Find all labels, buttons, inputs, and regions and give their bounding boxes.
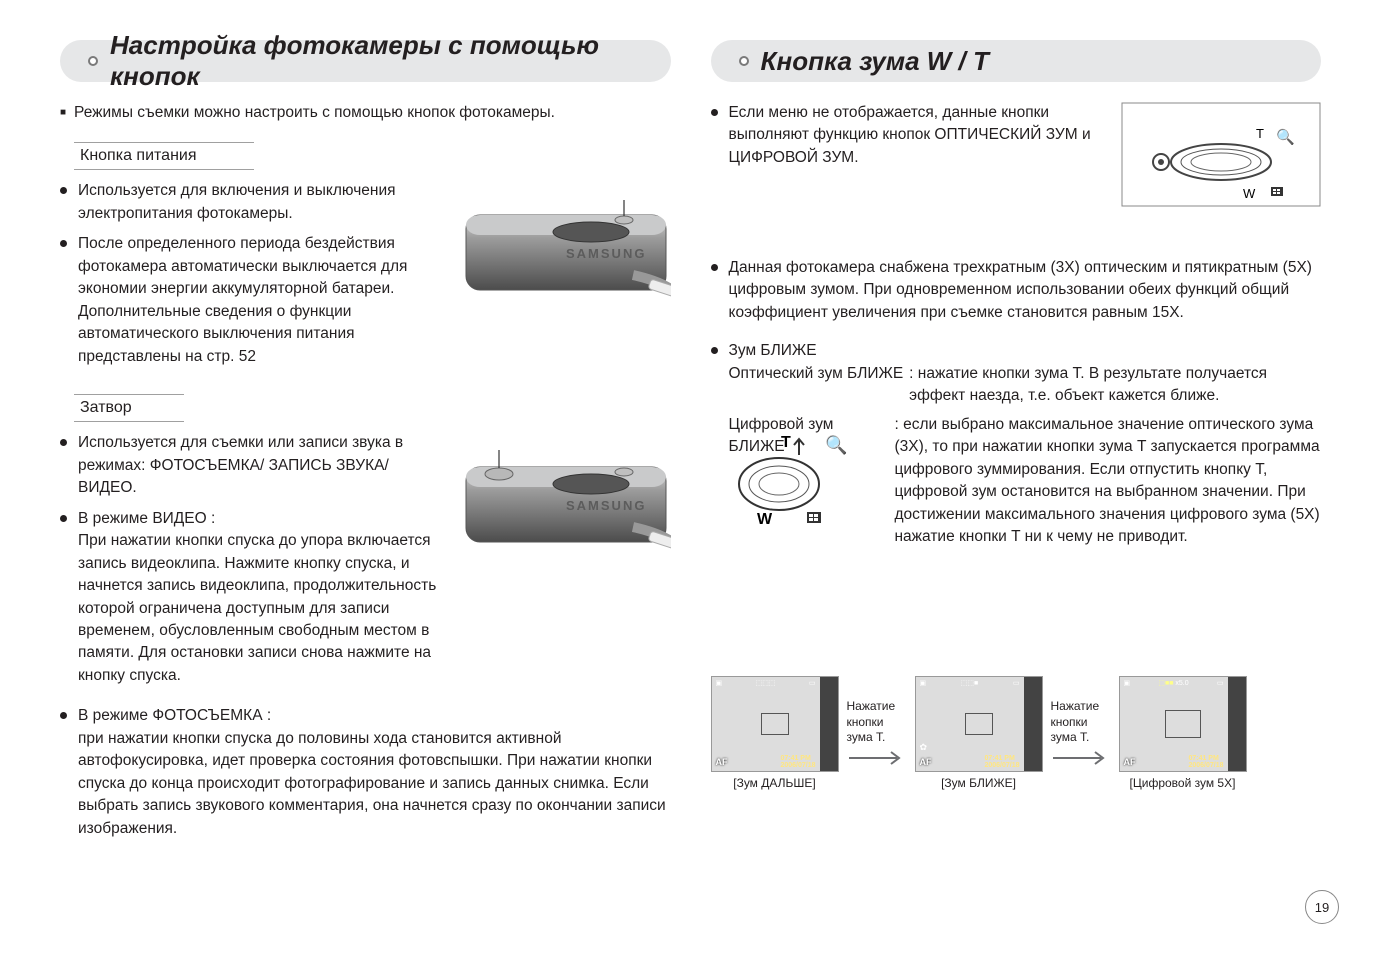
shutter-b2-label: В режиме ВИДЕО : bbox=[60, 508, 445, 530]
cap2: [Зум БЛИЖЕ] bbox=[941, 776, 1016, 790]
header-dot-icon bbox=[88, 56, 98, 66]
zoom-thumb-tele: ▣⬚⬚■▭ AF 07:41 PM2006/07/18 ✿ bbox=[915, 676, 1043, 772]
cap3: [Цифровой зум 5X] bbox=[1130, 776, 1236, 790]
svg-text:W: W bbox=[1243, 186, 1256, 201]
right-section-header: Кнопка зума W / T bbox=[711, 40, 1322, 82]
right-intro: Если меню не отображается, данные кнопки… bbox=[711, 102, 1102, 169]
power-heading: Кнопка питания bbox=[74, 142, 254, 170]
power-b1: Используется для включения и выключения … bbox=[60, 180, 445, 225]
shutter-b2-body: При нажатии кнопки спуска до упора включ… bbox=[60, 530, 445, 687]
optical-closer-row: Оптический зум БЛИЖЕ : нажатие кнопки зу… bbox=[711, 363, 1322, 408]
zoom-thumb-wide: ▣⬚⬚⬚▭ AF 07:41 PM2006/07/18 bbox=[711, 676, 839, 772]
svg-text:🔍: 🔍 bbox=[1276, 127, 1295, 146]
cap1: [Зум ДАЛЬШЕ] bbox=[733, 776, 816, 790]
shutter-b3-label: В режиме ФОТОСЪЕМКА : bbox=[60, 705, 671, 727]
right-column: Кнопка зума W / T Если меню не отображае… bbox=[711, 40, 1322, 840]
camera-illustration-power: SAMSUNG bbox=[461, 180, 671, 300]
arrow-right-icon bbox=[847, 750, 907, 766]
closer-heading: Зум БЛИЖЕ bbox=[711, 340, 1322, 362]
opt-label: Оптический зум БЛИЖЕ bbox=[729, 363, 904, 408]
arrow-right-icon bbox=[1051, 750, 1111, 766]
press-label-2: Нажатие кнопки зума T. bbox=[1051, 699, 1111, 746]
page-number: 19 bbox=[1305, 890, 1339, 924]
zoom-examples-row: ▣⬚⬚⬚▭ AF 07:41 PM2006/07/18 [Зум ДАЛЬШЕ]… bbox=[711, 676, 1322, 790]
camera-illustration-shutter: SAMSUNG bbox=[461, 432, 671, 552]
dig-label: Цифровой зум БЛИЖЕ bbox=[729, 414, 889, 549]
left-title: Настройка фотокамеры с помощью кнопок bbox=[110, 30, 651, 92]
zoom-info: Данная фотокамера снабжена трехкратным (… bbox=[711, 257, 1322, 324]
left-section-header: Настройка фотокамеры с помощью кнопок bbox=[60, 40, 671, 82]
zoom-thumb-digital: ▣⬚■■ x5.0▭ AF 07:41 PM2006/07/18 bbox=[1119, 676, 1247, 772]
shutter-b1: Используется для съемки или записи звука… bbox=[60, 432, 445, 499]
shutter-heading: Затвор bbox=[74, 394, 184, 422]
press-label-1: Нажатие кнопки зума T. bbox=[847, 699, 907, 746]
svg-text:SAMSUNG: SAMSUNG bbox=[566, 498, 646, 513]
shutter-b3-body: при нажатии кнопки спуска до половины хо… bbox=[60, 728, 671, 840]
header-dot-icon bbox=[739, 56, 749, 66]
power-b2: После определенного периода бездействия … bbox=[60, 233, 445, 368]
left-column: Настройка фотокамеры с помощью кнопок Ре… bbox=[60, 40, 671, 840]
dig-body: : если выбрано максимальное значение опт… bbox=[895, 414, 1322, 549]
svg-text:SAMSUNG: SAMSUNG bbox=[566, 246, 646, 261]
left-intro: Режимы съемки можно настроить с помощью … bbox=[60, 102, 671, 124]
digital-closer-row: Цифровой зум БЛИЖЕ : если выбрано максим… bbox=[729, 414, 1322, 549]
right-title: Кнопка зума W / T bbox=[761, 46, 989, 77]
svg-text:T: T bbox=[1256, 126, 1264, 141]
camera-top-zoom-diagram: T 🔍 W bbox=[1121, 102, 1321, 207]
opt-body: : нажатие кнопки зума T. В результате по… bbox=[909, 363, 1321, 408]
